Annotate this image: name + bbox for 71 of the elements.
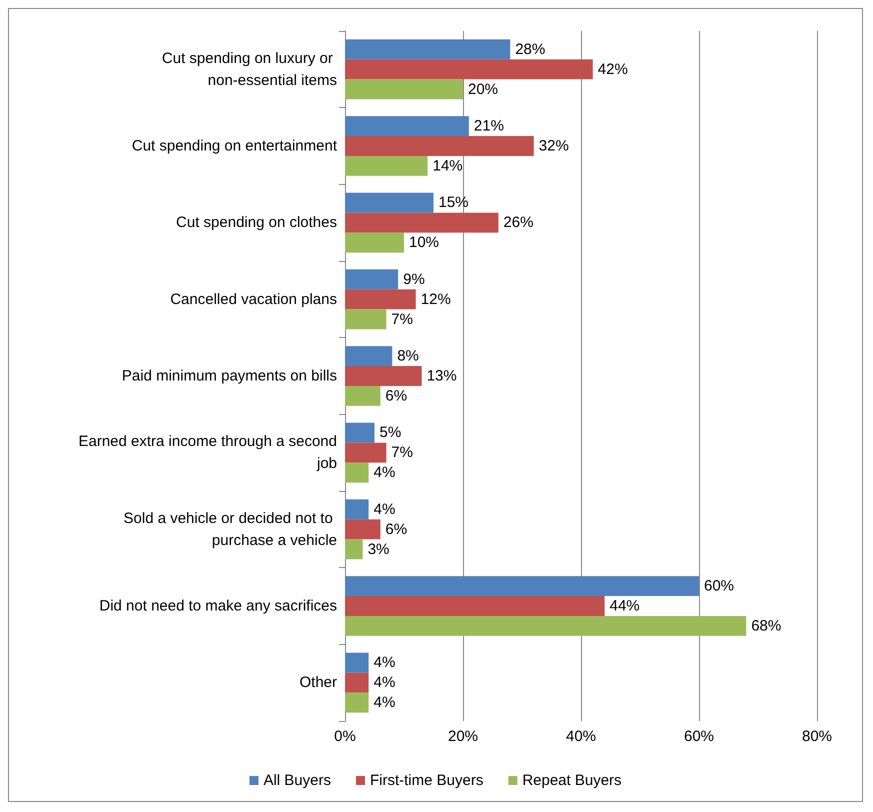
y-tick-label: Did not need to make any sacrifices [99,598,337,614]
bar [345,346,392,366]
data-label: 42% [598,60,628,78]
data-label: 5% [380,424,402,442]
bar [345,442,386,463]
data-label: 28% [515,40,546,58]
bar [345,499,369,520]
bar [345,596,605,616]
data-label: 8% [397,348,419,365]
bar [345,212,498,233]
y-tick-label: Cut spending on entertainment [132,138,338,154]
data-label: 13% [426,368,457,384]
y-tick-label: Other [299,674,338,692]
x-tick-label: 40% [566,728,596,745]
bar [345,59,593,80]
data-label: 60% [704,578,734,595]
bar [345,136,534,156]
bar [345,79,463,100]
data-label: 14% [432,157,463,174]
data-label: 6% [385,520,408,538]
data-label: 4% [374,674,396,692]
bar [345,576,699,596]
data-label: 10% [409,234,440,252]
x-tick-label: 0% [334,728,356,745]
bar [345,672,369,693]
bar [345,192,434,213]
data-label: 3% [368,540,390,558]
bar [345,39,510,60]
data-label: 68% [751,617,782,634]
bar [345,269,398,290]
bar [345,116,469,136]
data-label: 4% [374,464,396,482]
data-label: 4% [374,694,396,712]
x-tick-label: 80% [802,728,832,745]
bar [345,232,404,253]
data-label: 12% [420,290,451,308]
data-label: 15% [438,194,469,212]
bar [345,422,374,443]
legend-label: Repeat Buyers [522,772,622,789]
x-tick-label: 60% [684,728,714,745]
legend-label: First-time Buyers [370,772,484,789]
y-tick-label: Cut spending on luxury or non-essential items [162,50,337,89]
data-label: 7% [391,444,413,462]
bar [345,309,386,330]
bar [345,289,416,310]
data-label: 26% [503,214,534,232]
data-label: 6% [385,387,408,404]
bar [345,366,422,386]
bar [345,692,369,713]
data-label: 21% [474,118,504,135]
data-label: 9% [403,270,425,288]
bar [345,519,380,540]
y-tick-label: Earned extra income through a second job [78,433,337,472]
bar [345,386,380,406]
data-label: 7% [391,310,413,328]
data-label: 44% [610,598,640,614]
y-tick-label: Paid minimum payments on bills [122,368,337,384]
y-tick-label: Sold a vehicle or decided not to purchase a vehicle [124,510,337,549]
bar [345,539,363,560]
bar [345,156,428,176]
bar [345,652,369,673]
bar [345,616,746,636]
legend-label: All Buyers [263,772,331,789]
y-tick-label: Cut spending on clothes [176,214,337,232]
y-tick-label: Cancelled vacation plans [170,290,337,308]
data-label: 20% [468,80,498,98]
data-label: 4% [374,654,396,672]
x-tick-label: 20% [448,728,478,745]
data-label: 4% [374,500,396,518]
data-label: 32% [538,138,569,154]
bar [345,462,369,483]
